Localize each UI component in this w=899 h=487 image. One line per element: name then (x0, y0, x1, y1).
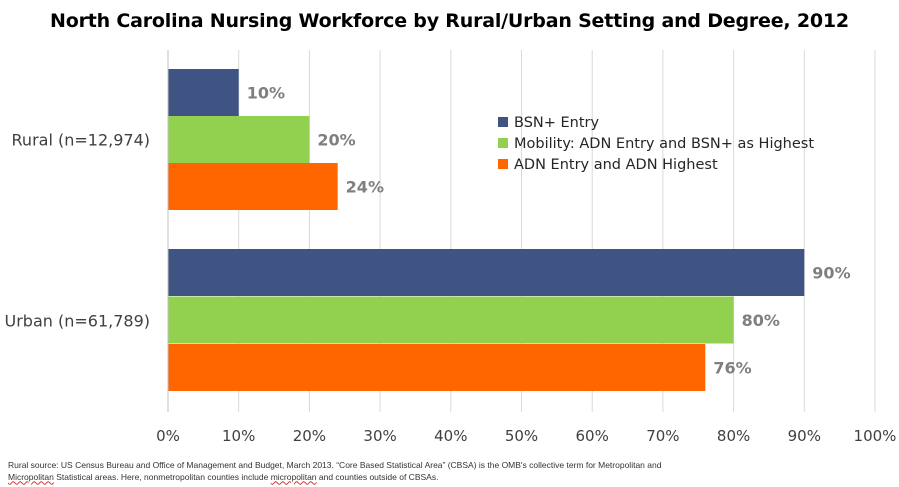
footnote-line-2-middle: Statistical areas. Here, nonmetropolitan… (53, 471, 271, 482)
footnote-line-2-end: and counties outside of CBSAs. (316, 471, 439, 482)
x-tick-label: 60% (576, 427, 609, 445)
footnote-line-2: Micropolitan Statistical areas. Here, no… (8, 472, 888, 484)
category-label: Urban (n=61,789) (5, 311, 151, 330)
x-tick-label: 40% (434, 427, 467, 445)
legend-swatch (498, 159, 508, 169)
x-tick-label: 20% (293, 427, 326, 445)
x-tick-label: 0% (156, 427, 180, 445)
bar (168, 296, 734, 344)
x-tick-label: 80% (717, 427, 750, 445)
chart-title: North Carolina Nursing Workforce by Rura… (50, 10, 849, 32)
data-label: 24% (346, 178, 384, 197)
legend-label: Mobility: ADN Entry and BSN+ as Highest (514, 136, 814, 152)
x-tick-label: 30% (363, 427, 396, 445)
bar (168, 163, 338, 210)
bar (168, 344, 706, 391)
x-tick-label: 10% (222, 427, 255, 445)
data-label: 80% (742, 311, 780, 330)
bar (168, 69, 239, 116)
legend-label: ADN Entry and ADN Highest (514, 157, 718, 173)
x-tick-label: 90% (788, 427, 821, 445)
x-tick-label: 50% (505, 427, 538, 445)
bar (168, 116, 310, 163)
data-label: 10% (247, 84, 285, 103)
footnote-word-micropolitan-lower: micropolitan (270, 471, 317, 482)
footnote-word-micropolitan: Micropolitan (8, 471, 54, 482)
x-tick-label: 70% (646, 427, 679, 445)
footnote-line-1: Rural source: US Census Bureau and Offic… (8, 460, 662, 470)
legend-swatch (498, 117, 508, 127)
data-label: 90% (812, 264, 850, 283)
legend-label: BSN+ Entry (514, 115, 600, 131)
source-footnote: Rural source: US Census Bureau and Offic… (8, 460, 888, 483)
category-label: Rural (n=12,974) (12, 131, 150, 150)
data-label: 76% (713, 359, 751, 378)
bar (168, 249, 805, 296)
legend-swatch (498, 138, 508, 148)
x-tick-label: 100% (854, 427, 897, 445)
bar-chart: 0% 10% 20% 30% 40% 50% 60% 70% 80% 90% 100% 10% 90% 2… (5, 50, 897, 445)
data-label: 20% (317, 131, 355, 150)
